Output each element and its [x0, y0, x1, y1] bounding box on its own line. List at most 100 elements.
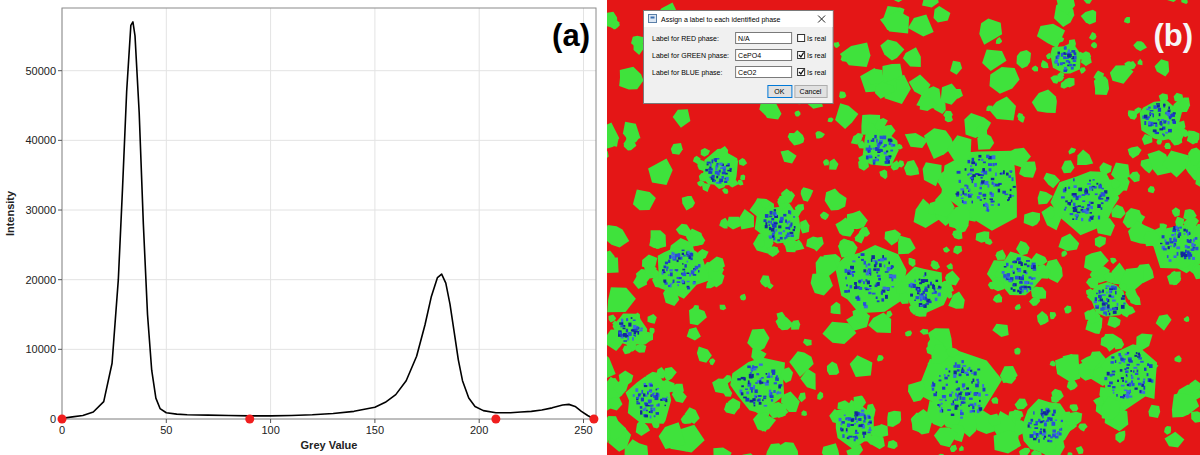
green-particle: [698, 249, 709, 260]
checkbox[interactable]: [798, 35, 805, 42]
blue-phase-speck: [717, 172, 720, 175]
blue-phase-speck: [666, 269, 668, 272]
blue-phase-speck: [1016, 258, 1020, 260]
blue-phase-speck: [1010, 265, 1013, 268]
green-particle: [1086, 288, 1095, 297]
blue-phase-speck: [889, 275, 893, 278]
green-particle: [690, 233, 705, 246]
blue-phase-speck: [996, 184, 1000, 187]
green-particle: [829, 159, 838, 170]
green-particle: [685, 407, 700, 424]
blue-phase-speck: [1028, 422, 1032, 424]
green-cluster: [1021, 399, 1073, 453]
blue-phase-speck: [863, 269, 866, 272]
tick-y: [58, 279, 62, 280]
blue-phase-speck: [1165, 239, 1167, 242]
checkbox[interactable]: [798, 52, 805, 59]
blue-phase-speck: [1005, 194, 1009, 196]
blue-phase-speck: [1046, 420, 1049, 422]
blue-phase-speck: [1067, 65, 1071, 67]
blue-phase-speck: [653, 408, 655, 412]
green-particle: [851, 134, 863, 144]
blue-phase-speck: [1112, 286, 1114, 288]
blue-phase-speck: [775, 229, 777, 232]
blue-phase-speck: [939, 399, 942, 400]
blue-phase-speck: [690, 257, 692, 260]
blue-phase-speck: [846, 428, 848, 431]
blue-phase-speck: [771, 370, 775, 373]
blue-phase-speck: [774, 209, 776, 211]
blue-phase-speck: [662, 398, 666, 401]
blue-phase-speck: [744, 377, 746, 380]
blue-phase-speck: [714, 158, 716, 161]
blue-phase-speck: [980, 187, 982, 190]
green-particle: [767, 246, 778, 257]
blue-phase-speck: [1017, 268, 1019, 270]
blue-phase-speck: [650, 416, 652, 419]
blue-phase-speck: [853, 436, 856, 438]
blue-phase-speck: [775, 377, 777, 380]
blue-phase-speck: [970, 165, 972, 167]
green-particle: [867, 404, 876, 417]
blue-phase-speck: [956, 193, 959, 197]
blue-phase-speck: [1058, 52, 1061, 55]
green-particle: [648, 314, 657, 324]
blue-phase-speck: [1071, 200, 1073, 203]
blue-phase-speck: [944, 374, 946, 376]
blue-phase-speck: [1177, 252, 1179, 256]
blue-phase-speck: [636, 326, 638, 329]
blue-phase-speck: [1193, 247, 1196, 249]
blue-phase-speck: [956, 193, 960, 195]
blue-phase-speck: [756, 373, 759, 375]
green-particle: [896, 282, 909, 294]
green-particle: [702, 183, 711, 192]
green-particle: [897, 144, 903, 150]
blue-phase-speck: [665, 405, 667, 406]
blue-phase-speck: [1121, 385, 1125, 387]
green-particle: [888, 440, 898, 449]
text-field[interactable]: [736, 50, 792, 61]
blue-phase-speck: [981, 177, 983, 179]
blue-phase-speck: [759, 364, 763, 366]
blue-phase-speck: [1098, 216, 1100, 220]
blue-phase-speck: [1177, 230, 1180, 232]
blue-phase-speck: [1170, 246, 1172, 248]
green-particle: [1191, 411, 1200, 423]
green-particle: [905, 133, 928, 148]
blue-phase-speck: [864, 261, 866, 265]
tick-label-y: 50000: [25, 65, 56, 77]
text-field[interactable]: [736, 33, 792, 44]
blue-phase-speck: [1064, 209, 1066, 211]
blue-phase-speck: [1127, 384, 1129, 386]
blue-phase-speck: [975, 164, 977, 166]
blue-phase-speck: [867, 140, 869, 143]
blue-phase-speck: [757, 399, 760, 401]
blue-phase-speck: [1133, 370, 1135, 372]
blue-phase-speck: [929, 301, 931, 303]
blue-phase-speck: [873, 268, 876, 270]
blue-phase-speck: [1184, 233, 1186, 235]
green-particle: [649, 237, 662, 249]
blue-phase-speck: [1082, 200, 1085, 202]
blue-phase-speck: [1039, 431, 1042, 435]
green-particle: [893, 0, 905, 2]
blue-phase-speck: [778, 232, 782, 235]
blue-phase-speck: [1118, 353, 1121, 356]
blue-phase-speck: [1095, 305, 1098, 306]
green-particle: [727, 177, 739, 187]
blue-phase-speck: [1101, 207, 1103, 210]
text-field[interactable]: [736, 67, 792, 78]
blue-phase-speck: [965, 195, 968, 196]
blue-phase-speck: [1124, 368, 1126, 370]
blue-phase-speck: [1188, 240, 1192, 243]
blue-phase-speck: [993, 163, 995, 166]
blue-phase-speck: [1013, 283, 1017, 286]
blue-phase-speck: [1055, 59, 1058, 63]
blue-phase-speck: [984, 181, 988, 185]
blue-phase-speck: [1150, 110, 1154, 112]
blue-phase-speck: [777, 378, 779, 382]
blue-phase-speck: [1112, 371, 1116, 373]
blue-phase-speck: [916, 296, 920, 299]
blue-phase-speck: [978, 155, 981, 158]
blue-phase-speck: [969, 194, 973, 196]
